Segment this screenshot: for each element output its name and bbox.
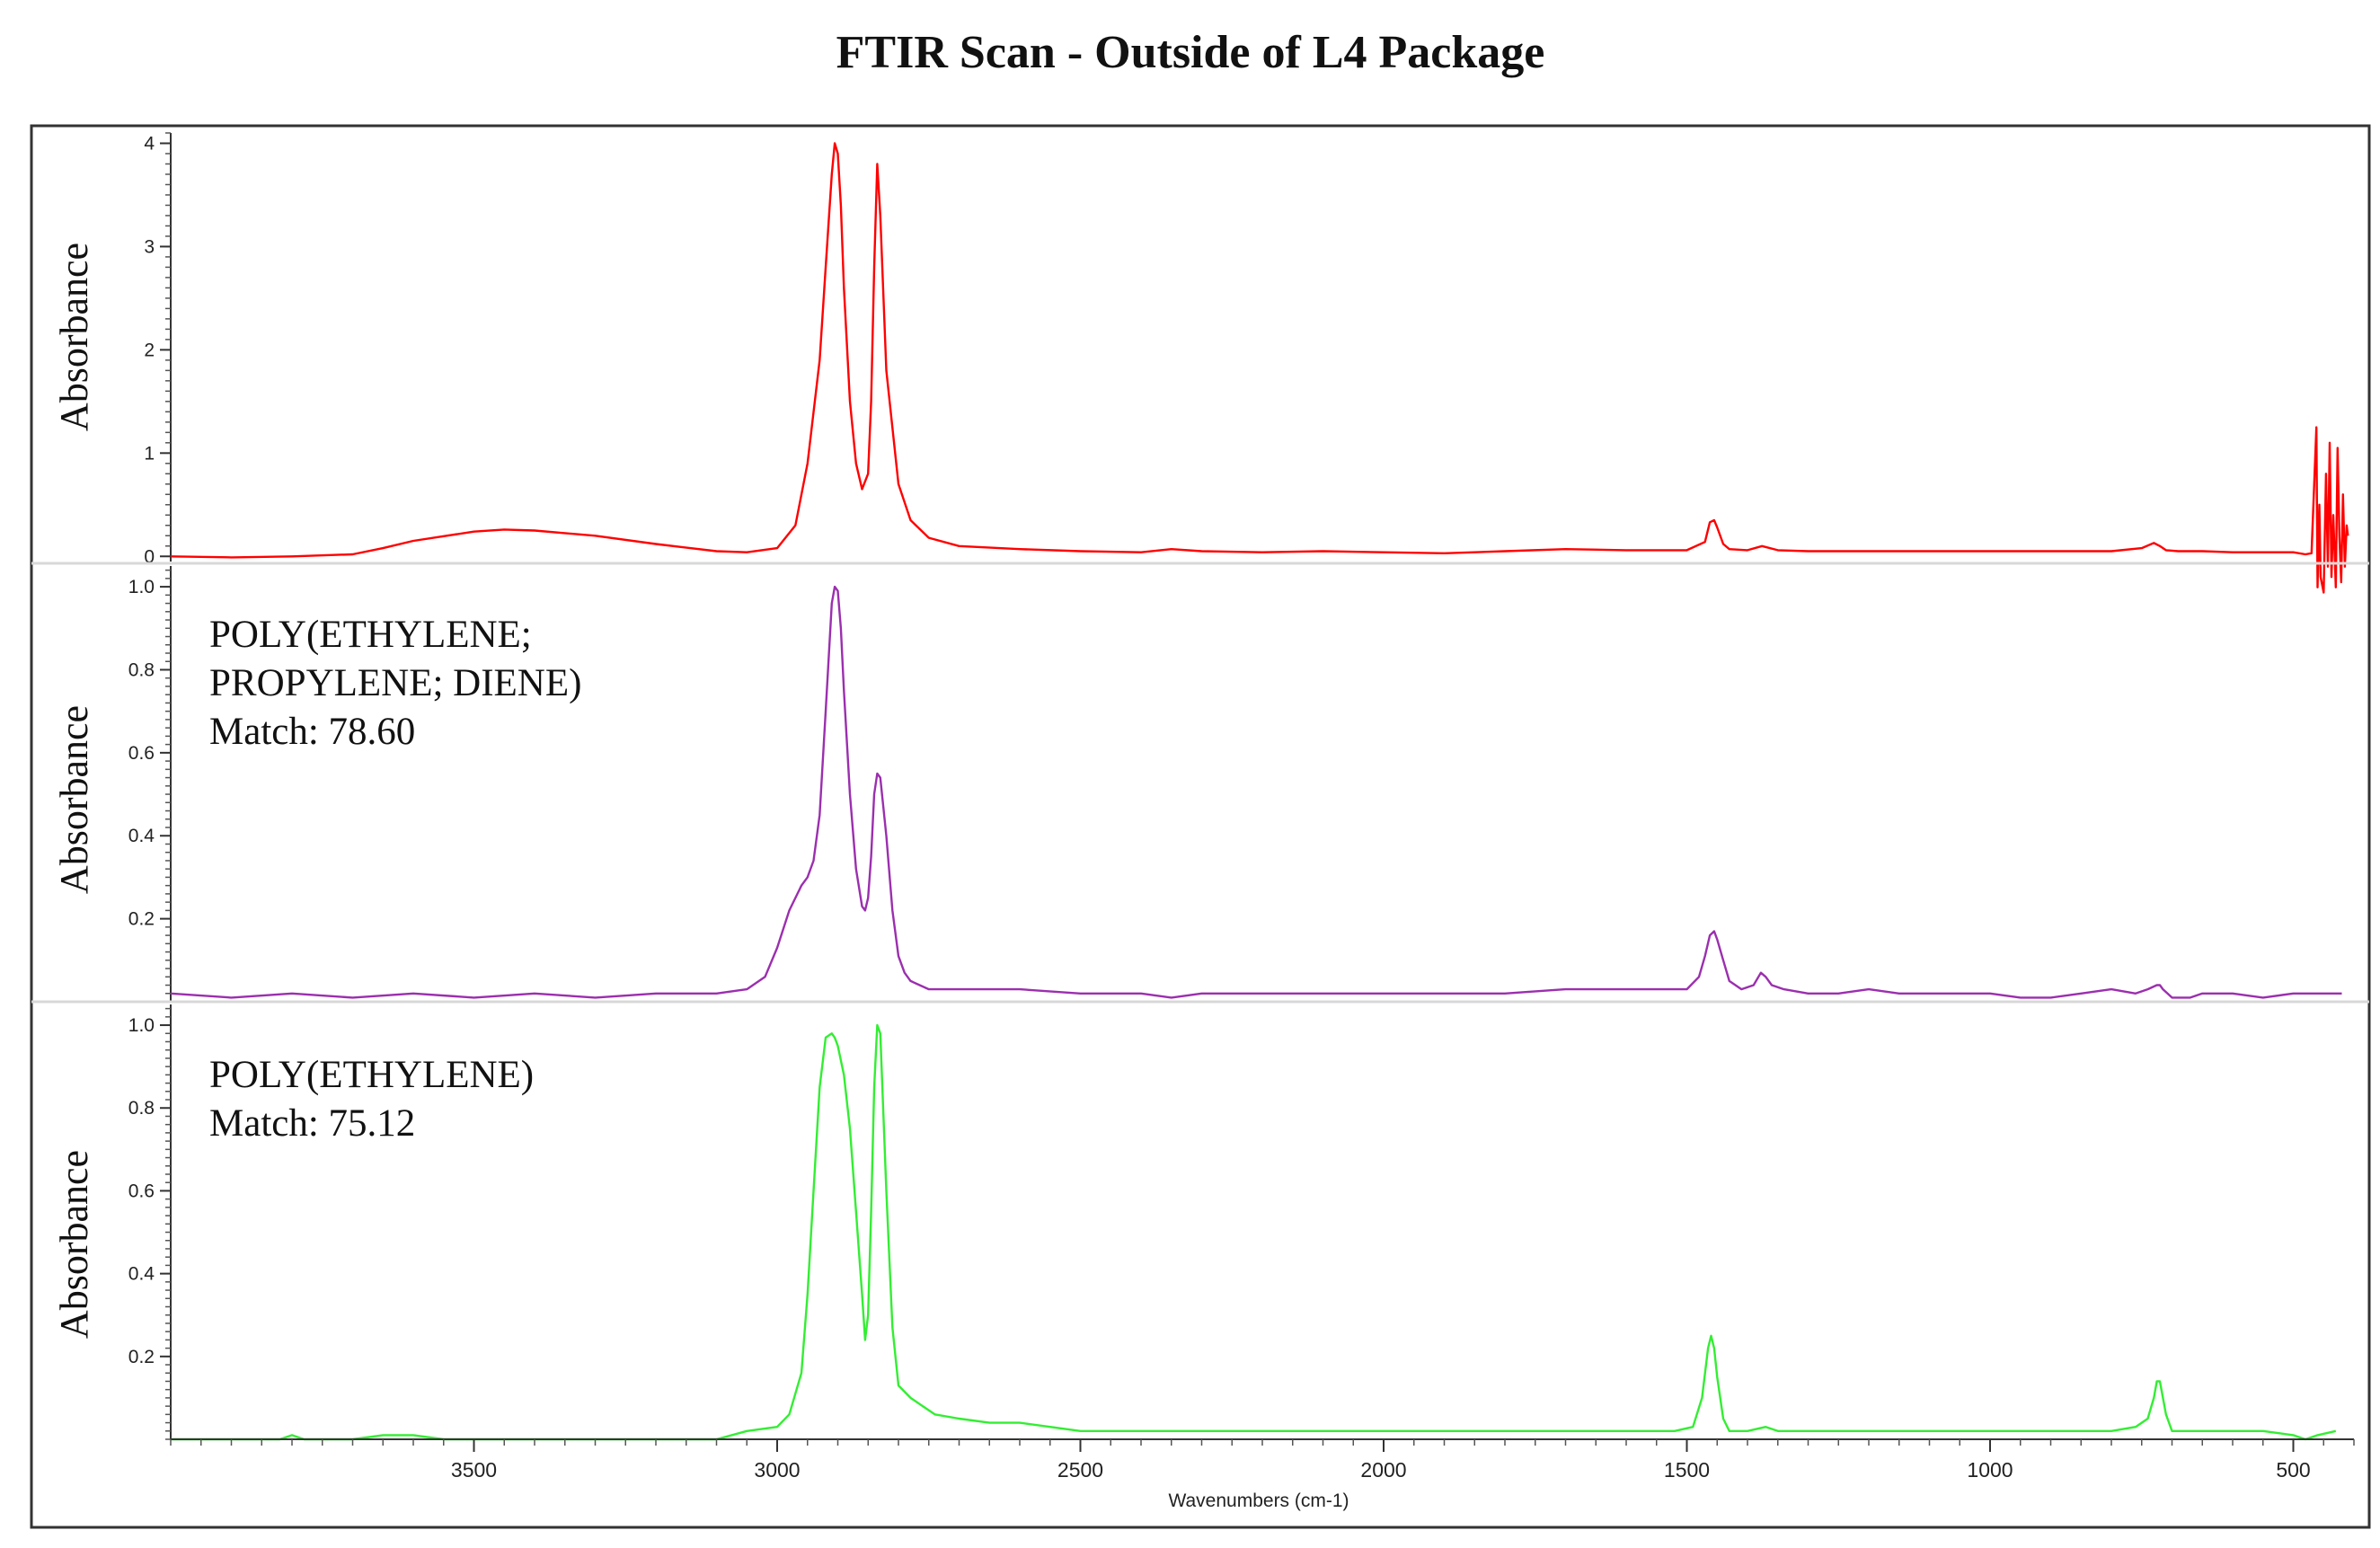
y-tick-label: 4	[144, 133, 155, 154]
y-tick-label: 0.4	[128, 1264, 155, 1285]
match-annotation: Match: 78.60	[209, 711, 415, 753]
x-tick-label: 3000	[754, 1458, 800, 1482]
y-tick-label: 0.4	[128, 826, 155, 846]
plot-frame	[30, 124, 2371, 1529]
y-tick-label: 0.8	[128, 1098, 155, 1119]
x-tick-label: 500	[2276, 1458, 2310, 1482]
x-tick-label: 1000	[1967, 1458, 2013, 1482]
panel-3: 0.2 0.4 0.6 0.8 1.0 Absorbance POLY(ETHYLENE) M…	[31, 1000, 2369, 1441]
x-tick-label: 2500	[1057, 1458, 1103, 1482]
spectrum-line-2	[170, 585, 2342, 999]
spectrum-line-3	[171, 1023, 2337, 1441]
y-tick-label: 0.2	[128, 1347, 155, 1367]
y-axis-label: Absorbance	[52, 1150, 96, 1339]
y-tick-label: 0	[144, 546, 155, 567]
panel-2: 0.2 0.4 0.6 0.8 1.0 Absorbance POLY(ETHYLENE; P…	[31, 562, 2369, 1003]
y-tick-label: 0.8	[128, 659, 155, 680]
y-tick-label: 1	[144, 443, 155, 464]
y-tick-label: 2	[144, 340, 155, 360]
x-tick-label: 1500	[1664, 1458, 1710, 1482]
match-annotation: Match: 75.12	[209, 1102, 415, 1145]
chart-title: FTIR Scan - Outside of L4 Package	[836, 27, 1545, 78]
y-axis-label: Absorbance	[52, 243, 96, 431]
spectrum-line-1	[170, 142, 2349, 594]
x-axis: 3500 3000 2500 2000 1500 1000 500	[170, 1438, 2355, 1482]
x-tick-label: 2000	[1360, 1458, 1406, 1482]
y-tick-label: 0.6	[128, 1181, 155, 1201]
x-axis-label: Wavenumbers (cm-1)	[1168, 1491, 1349, 1511]
match-annotation: POLY(ETHYLENE)	[209, 1054, 534, 1096]
y-tick-label: 0.6	[128, 743, 155, 764]
panel-1: 0 1 2 3 4 Absorbance	[52, 132, 2349, 594]
panels-layer: 0 1 2 3 4 Absorbance 0.2 0.4 0.6 0.8 1.0 Absorbance…	[31, 132, 2369, 1441]
match-annotation: POLY(ETHYLENE;	[209, 614, 532, 656]
y-tick-label: 0.2	[128, 909, 155, 930]
match-annotation: PROPYLENE; DIENE)	[209, 662, 581, 704]
y-tick-label: 3	[144, 236, 155, 257]
y-tick-label: 1.0	[128, 577, 155, 597]
x-tick-label: 3500	[451, 1458, 497, 1482]
y-axis-label: Absorbance	[52, 705, 96, 894]
y-tick-label: 1.0	[128, 1015, 155, 1036]
